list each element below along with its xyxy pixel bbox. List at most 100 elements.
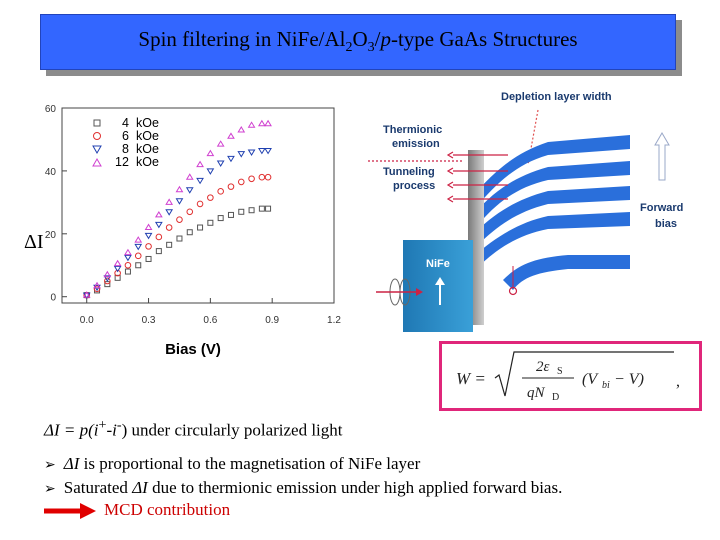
data-point (206, 149, 215, 157)
data-point (176, 216, 183, 223)
data-point (166, 241, 173, 248)
data-point (217, 215, 224, 222)
data-point (238, 208, 245, 215)
title-sub: 2 (345, 40, 353, 56)
data-point (103, 270, 112, 278)
hole-icon (508, 286, 518, 296)
legend-entry-12kOe: 12 kOe (92, 155, 159, 169)
x-axis-label: Bias (V) (165, 341, 221, 358)
red-arrow-icon (44, 503, 96, 519)
data-point (124, 254, 132, 262)
x-tick-label: 0.3 (142, 315, 156, 326)
data-point (237, 126, 246, 133)
title-part: / (374, 27, 381, 52)
spin-chart: 0 20 40 60 0.0 0.3 0.6 0.9 1.2 ΔI Bias (V) 4 kO… (14, 100, 354, 370)
depletion-width-equation-box: W = 2ε S qN D (V bi − V) , (439, 341, 702, 411)
thermionic-label-line1: Thermionic (383, 124, 442, 136)
y-tick-label: 20 (45, 230, 57, 241)
data-point (124, 248, 132, 256)
y-axis-label: ΔI (24, 231, 44, 253)
data-point (237, 178, 245, 186)
data-point (207, 194, 214, 201)
equation-lhs: W = (456, 369, 486, 388)
bullet-text: Saturated (63, 478, 133, 497)
def-sup-minus: - (116, 417, 122, 433)
data-point (175, 198, 184, 205)
title-sub: 3 (367, 40, 375, 56)
data-point (197, 224, 204, 231)
depletion-layer-label: Depletion layer width (501, 91, 612, 103)
nife-metal-block (403, 240, 473, 332)
legend-marker-square (93, 119, 101, 127)
legend-unit: kOe (136, 155, 159, 169)
equation-numerator: 2ε (536, 359, 550, 375)
series-1 (83, 173, 272, 299)
title-banner: Spin filtering in NiFe/Al2O3/p-type GaAs… (40, 14, 676, 70)
equation-svg: W = 2ε S qN D (V bi − V) , (456, 351, 680, 403)
y-tick-label: 60 (45, 104, 57, 115)
data-point (104, 277, 111, 285)
slide-title: Spin filtering in NiFe/Al2O3/p-type GaAs… (138, 27, 577, 56)
legend-entry-4kOe: 4 kOe (93, 116, 159, 130)
data-point (103, 275, 112, 282)
data-point (207, 219, 214, 226)
legend-unit: kOe (136, 129, 159, 143)
x-tick-label: 0.9 (265, 315, 279, 326)
data-point (114, 274, 121, 281)
x-tick-label: 0.0 (80, 315, 94, 326)
data-point (93, 285, 101, 293)
legend-value: 4 (122, 116, 129, 130)
title-part: Spin filtering in NiFe/Al (138, 27, 346, 52)
delta-i-symbol: ΔI (132, 478, 148, 497)
bullet-text: is proportional to the magnetisation of … (79, 454, 421, 473)
def-sup-plus: + (98, 417, 107, 433)
bullet-text: due to thermionic emission under high ap… (147, 478, 563, 497)
data-point (93, 281, 101, 289)
data-point (248, 175, 255, 183)
def-rest: ) under circularly polarized light (121, 420, 343, 440)
data-point (165, 209, 174, 216)
title-part: -type GaAs Structures (390, 27, 578, 52)
equation-denominator: qN (527, 385, 546, 401)
data-point (265, 205, 272, 212)
data-point (114, 269, 121, 277)
data-point (113, 259, 122, 267)
data-point (264, 173, 272, 181)
data-point (175, 185, 184, 193)
data-point (134, 236, 143, 243)
equation-denominator-sub: D (552, 392, 559, 403)
forward-bias-label-line2: bias (655, 218, 677, 230)
data-point (186, 208, 194, 216)
y-tick-label: 0 (50, 293, 56, 304)
tunneling-label-line2: process (393, 180, 435, 192)
legend-entry-8kOe: 8 kOe (92, 142, 159, 156)
y-tick-label: 40 (45, 167, 57, 178)
right-arrow-icon (416, 288, 423, 296)
sqrt-icon (494, 351, 674, 397)
data-point (176, 235, 183, 242)
title-part: O (352, 27, 368, 52)
data-point (258, 173, 266, 181)
data-point (216, 160, 225, 168)
chart-legend: 4 kOe 6 kOe 8 kOe 12 kOe (92, 116, 159, 169)
series-3 (82, 119, 272, 298)
data-point (227, 155, 235, 163)
data-point (144, 232, 153, 240)
equation-paren-sub: bi (602, 380, 610, 391)
data-point (196, 177, 204, 185)
data-point (155, 248, 162, 255)
data-point (217, 188, 224, 195)
data-point (124, 261, 132, 269)
data-point (185, 187, 194, 194)
tunneling-label-line1: Tunneling (383, 166, 435, 178)
data-point (145, 255, 152, 262)
equation-paren: (V (582, 371, 599, 388)
thermionic-label-line2: emission (392, 138, 440, 150)
data-point (264, 147, 272, 155)
def-eq: = p(i (59, 420, 99, 440)
data-point (113, 265, 122, 273)
data-point (264, 119, 272, 127)
data-point (196, 160, 204, 168)
band-curve (473, 161, 630, 225)
bullet-arrow-icon: ➢ (44, 457, 56, 473)
